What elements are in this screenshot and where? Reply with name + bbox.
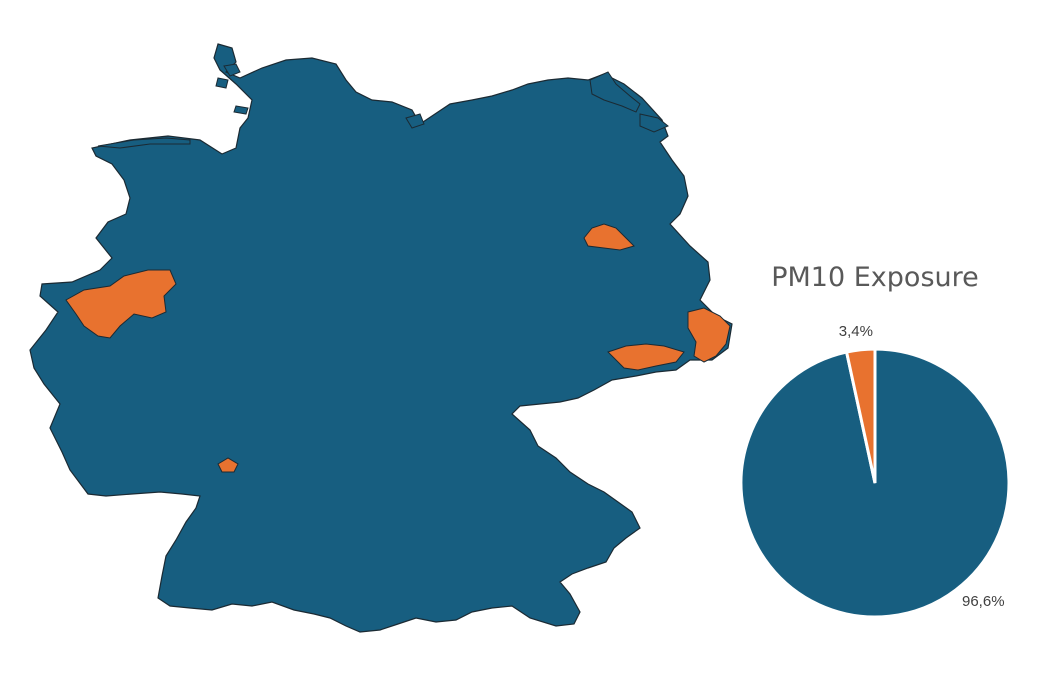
pie-label-small: 3,4% — [839, 323, 873, 340]
island — [233, 105, 249, 115]
region-highlight-goerlitz — [687, 307, 731, 363]
region-highlight-berlin — [583, 223, 635, 251]
pie-label-large: 96,6% — [962, 593, 1005, 610]
island — [589, 71, 641, 113]
pie-chart: 3,4% 96,6% — [739, 323, 1011, 619]
island — [223, 63, 241, 77]
chart-title: PM10 Exposure — [771, 262, 979, 293]
region-highlight-mannheim — [217, 457, 239, 473]
region-highlight-ruhr — [65, 269, 177, 339]
island — [405, 113, 425, 129]
island — [97, 137, 191, 149]
island — [215, 77, 229, 89]
germany-map — [29, 43, 733, 633]
pie-slice-0 — [844, 347, 877, 484]
island — [639, 113, 669, 133]
region-highlight-dresden — [607, 343, 685, 371]
germany-outline — [29, 43, 733, 633]
